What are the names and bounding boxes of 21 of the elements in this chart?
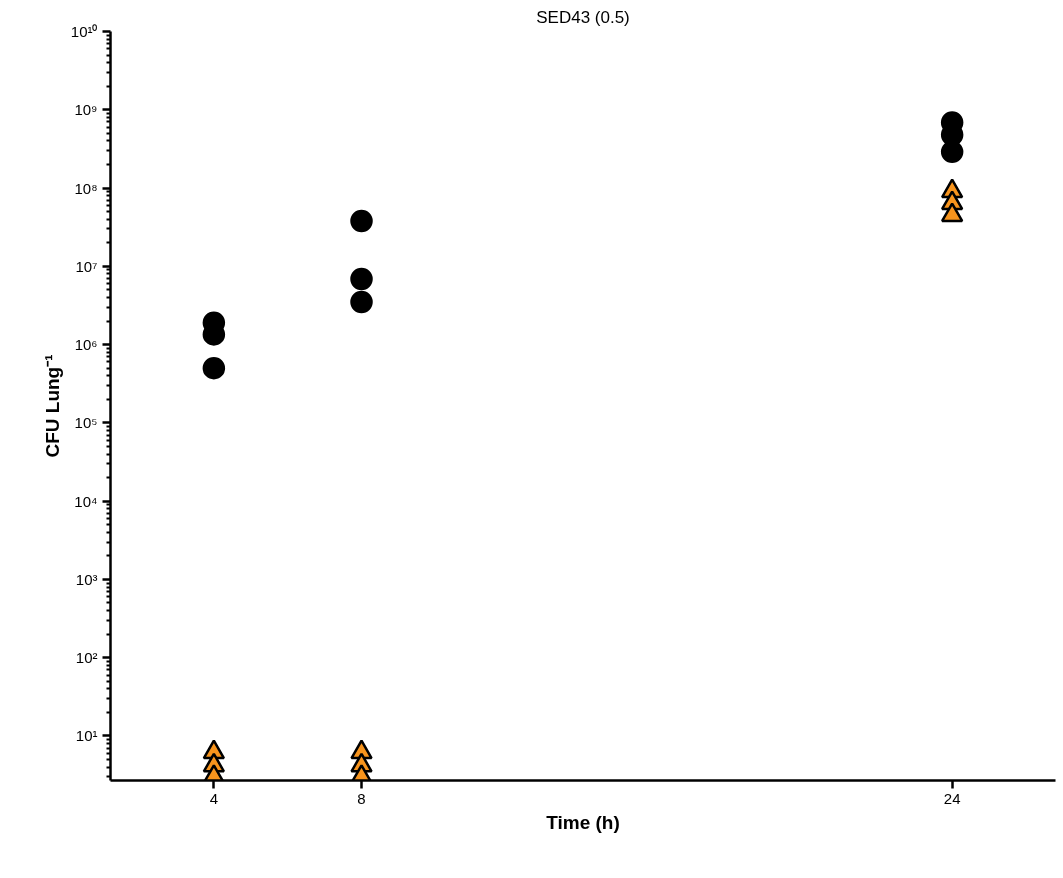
point: [350, 290, 373, 314]
x-tick-label: 24: [943, 789, 961, 807]
x-tick-label: 4: [209, 789, 219, 807]
y-tick-label: 10⁶: [74, 336, 98, 354]
x-axis-title: Time (h): [546, 811, 620, 833]
chart-title: SED43 (0.5): [536, 7, 630, 27]
point: [202, 356, 226, 380]
point: [940, 140, 964, 164]
y-tick-label: 10³: [75, 570, 98, 588]
y-tick-label: 10⁹: [74, 101, 98, 119]
y-tick-label: 10⁴: [74, 492, 98, 510]
y-tick-label: 10⁵: [74, 414, 98, 432]
y-tick-label: 10⁷: [75, 257, 98, 275]
y-tick-label: 10¹: [75, 727, 98, 745]
y-tick-label: 10⁸: [74, 179, 98, 197]
y-tick-label: 10¹⁰: [70, 23, 98, 40]
y-axis-title: CFU Lung⁻¹: [41, 354, 63, 458]
point: [350, 209, 373, 233]
x-tick-label: 8: [357, 789, 366, 807]
point: [350, 267, 373, 291]
y-tick-label: 10²: [75, 649, 98, 667]
